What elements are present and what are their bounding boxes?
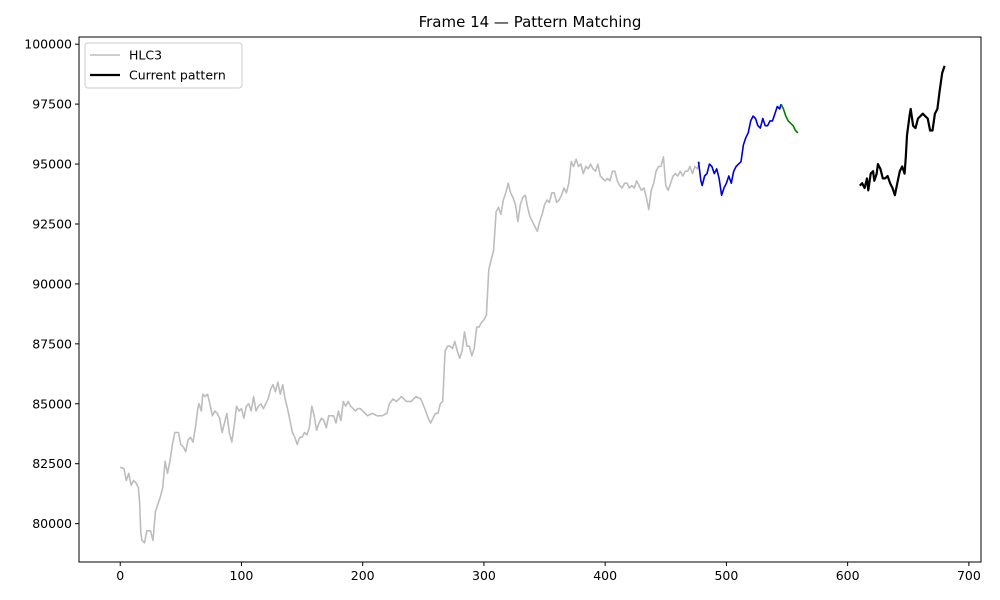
y-tick-label: 97500 xyxy=(32,97,72,112)
x-tick-label: 200 xyxy=(351,568,375,583)
series-line-3 xyxy=(859,65,946,197)
y-tick-label: 80000 xyxy=(32,516,72,531)
chart-title: Frame 14 — Pattern Matching xyxy=(419,13,642,31)
plot-frame xyxy=(78,36,982,563)
x-tick-label: 500 xyxy=(714,568,738,583)
axes-layer: 0 100 200 300 400 500 600 700 80000 82500 85000 875… xyxy=(24,36,982,583)
y-tick-label: 90000 xyxy=(32,276,72,291)
legend: HLC3 Current pattern xyxy=(84,42,243,89)
y-tick-label: 95000 xyxy=(32,157,72,172)
legend-box xyxy=(84,42,243,89)
x-tick-label: 700 xyxy=(957,568,981,583)
legend-label: Current pattern xyxy=(129,68,226,83)
x-tick-label: 100 xyxy=(230,568,254,583)
y-tick-label: 85000 xyxy=(32,396,72,411)
y-tick-label: 82500 xyxy=(32,456,72,471)
x-tick-label: 0 xyxy=(116,568,124,583)
series-layer xyxy=(119,65,946,544)
x-tick-label: 400 xyxy=(593,568,617,583)
series-line-1 xyxy=(697,103,782,196)
legend-label: HLC3 xyxy=(129,48,162,63)
x-tick-label: 600 xyxy=(836,568,860,583)
y-tick-label: 87500 xyxy=(32,336,72,351)
y-tick-label: 92500 xyxy=(32,216,72,231)
series-line-0 xyxy=(119,156,701,544)
x-tick-label: 300 xyxy=(472,568,496,583)
series-line-2 xyxy=(780,103,799,134)
y-tick-label: 100000 xyxy=(24,37,72,52)
